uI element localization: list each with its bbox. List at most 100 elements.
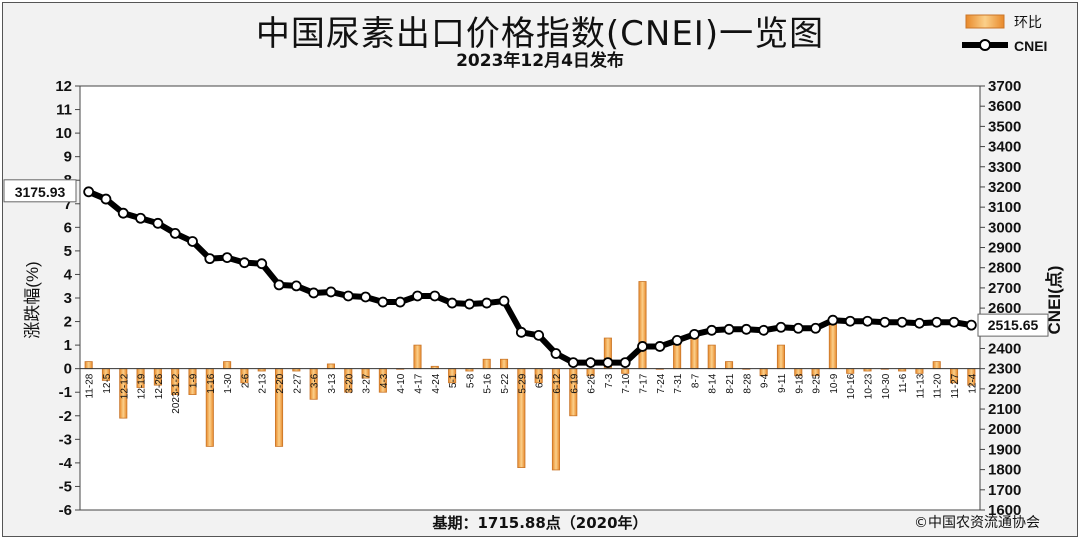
- right-axis-tick-label: 1800: [988, 462, 1021, 479]
- right-axis-tick-label: 1700: [988, 482, 1021, 499]
- right-axis-tick-label: 2900: [988, 240, 1021, 257]
- left-axis: 1211109876543210-1-2-3-4-5-6: [55, 78, 80, 519]
- cnei-point: [585, 357, 596, 369]
- left-axis-title: 涨跌幅(%): [23, 261, 42, 338]
- cnei-point: [758, 324, 770, 336]
- cnei-point: [360, 291, 371, 303]
- cnei-point: [429, 290, 441, 302]
- cnei-point: [135, 212, 146, 224]
- cnei-point: [792, 322, 804, 334]
- cnei-point: [515, 326, 527, 338]
- cnei-point: [948, 316, 960, 328]
- cnei-point: [256, 258, 268, 270]
- right-axis-tick-label: 3200: [988, 179, 1021, 196]
- left-axis-tick-label: 2: [64, 314, 72, 331]
- cnei-point: [498, 295, 510, 307]
- x-tick-label: 11-6: [898, 373, 909, 393]
- x-tick-label: 6-26: [587, 373, 598, 393]
- x-tick-label: 8-7: [690, 373, 701, 388]
- cnei-point: [152, 217, 164, 229]
- x-tick-label: 4-3: [379, 373, 390, 388]
- cnei-point: [446, 297, 458, 309]
- cnei-point: [117, 207, 129, 219]
- x-tick-label: 1-9: [189, 373, 200, 388]
- last-value-callout-box: [977, 313, 1049, 337]
- x-tick-label: 7-10: [621, 373, 632, 393]
- callouts: 3175.93 2515.65: [3, 179, 1049, 337]
- cnei-line: [87, 189, 972, 366]
- x-tick-label: 4-24: [431, 373, 442, 393]
- cnei-point: [844, 315, 856, 327]
- right-axis-tick-label: 2200: [988, 381, 1021, 398]
- legend-bar-swatch: [965, 14, 1005, 29]
- x-tick-label: 12-5: [102, 373, 113, 393]
- right-axis-tick-label: 3500: [988, 118, 1021, 135]
- cnei-point: [637, 341, 648, 352]
- right-axis-tick-label: 2800: [988, 260, 1021, 277]
- cnei-point: [775, 321, 787, 333]
- x-tick-label: 6-12: [552, 373, 563, 393]
- right-axis-tick-label: 3700: [988, 78, 1021, 95]
- right-axis-tick-label: 3000: [988, 219, 1021, 236]
- x-tick-label: 2-13: [258, 373, 269, 393]
- x-tick-label: 3-20: [344, 373, 355, 393]
- x-tick-label: 3-27: [362, 373, 373, 393]
- left-axis-tick-label: 12: [55, 78, 72, 95]
- x-tick-label: 10-9: [829, 373, 840, 393]
- x-tick-label: 2023-1-2: [171, 373, 182, 413]
- left-axis-tick-label: 7: [64, 196, 72, 213]
- bar: [673, 342, 682, 370]
- x-tick-label: 7-31: [673, 373, 684, 393]
- bar: [707, 344, 716, 370]
- legend-line-marker: [979, 39, 991, 51]
- cnei-point: [931, 316, 943, 328]
- left-axis-tick-label: 3: [64, 290, 72, 307]
- cnei-point: [740, 323, 752, 335]
- x-tick-label: 5-16: [483, 373, 494, 393]
- x-tick-label: 10-16: [846, 373, 857, 399]
- cnei-point: [273, 279, 285, 291]
- x-tick-label: 6-5: [535, 373, 546, 388]
- x-tick-label: 11-27: [950, 373, 961, 398]
- right-axis-tick-label: 2400: [988, 340, 1021, 357]
- left-axis-tick-label: 10: [55, 125, 72, 142]
- cnei-point: [290, 280, 302, 292]
- left-axis-tick-label: 1: [64, 337, 72, 354]
- left-axis-tick-label: -4: [59, 455, 73, 472]
- right-axis-title: CNEI(点): [1044, 266, 1064, 335]
- right-axis-tick-label: 1900: [988, 441, 1021, 458]
- right-axis-tick-label: 2100: [988, 401, 1021, 418]
- cnei-point: [412, 290, 423, 302]
- x-tick-label: 8-14: [708, 373, 719, 393]
- right-axis-tick-label: 1600: [988, 502, 1021, 519]
- cnei-point: [879, 316, 891, 328]
- x-tick-label: 5-29: [517, 373, 528, 393]
- cnei-point: [706, 324, 718, 336]
- chart-header: 中国尿素出口价格指数(CNEI)一览图 2023年12月4日发布: [0, 0, 1080, 85]
- legend-line-label: CNEI: [1014, 38, 1047, 54]
- x-tick-label: 11-28: [85, 373, 96, 398]
- cnei-point: [464, 298, 475, 310]
- left-axis-tick-label: -6: [59, 502, 72, 519]
- bar: [915, 368, 924, 374]
- copyright-note: ©中国农资流通协会: [914, 515, 1040, 531]
- first-value-callout-box: [3, 179, 77, 203]
- left-axis-tick-label: 4: [64, 266, 73, 283]
- bar: [326, 363, 335, 370]
- cnei-point: [394, 296, 406, 308]
- x-tick-label: 12-19: [137, 373, 148, 399]
- right-axis: 3700 3600 3500 3400 3300 3200 3100 3000 2900 2800…: [980, 78, 1021, 519]
- right-axis-tick-label: 3300: [988, 159, 1021, 176]
- cnei-point: [567, 357, 579, 369]
- bar: [725, 361, 734, 370]
- cnei-point: [671, 334, 683, 346]
- cnei-point: [862, 315, 873, 327]
- left-axis-tick-label: 5: [64, 243, 72, 260]
- cnei-point: [308, 287, 320, 299]
- cnei-point: [187, 236, 198, 247]
- cnei-point: [100, 193, 112, 205]
- left-axis-tick-label: -2: [59, 408, 72, 425]
- x-tick-label: 11-13: [915, 373, 926, 398]
- bar: [413, 344, 422, 370]
- cnei-point: [810, 322, 821, 334]
